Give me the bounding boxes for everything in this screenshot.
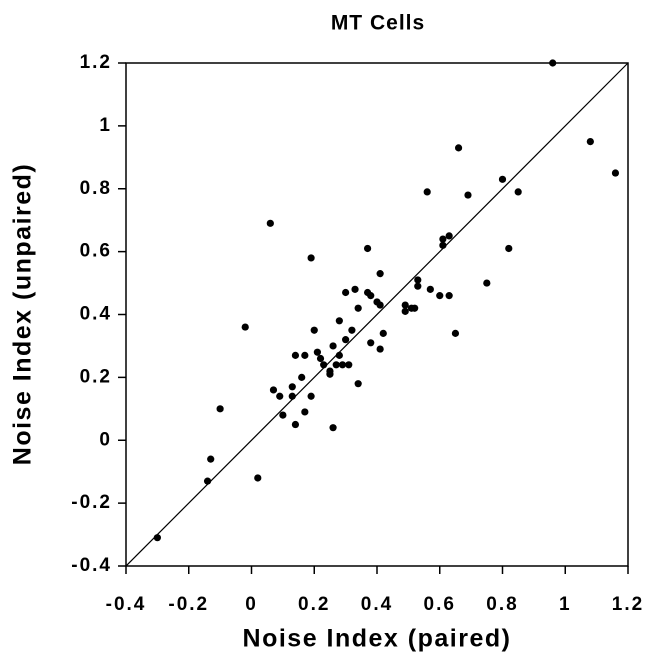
- point: [307, 254, 315, 262]
- point: [342, 288, 350, 297]
- point: [335, 317, 343, 325]
- point: [454, 144, 463, 152]
- point: [329, 342, 337, 350]
- point: [307, 392, 315, 400]
- identity-line: [125, 62, 629, 567]
- point: [301, 408, 309, 416]
- point: [291, 351, 300, 359]
- point: [367, 292, 375, 300]
- point: [451, 329, 460, 337]
- point: [342, 336, 350, 344]
- point: [279, 411, 287, 419]
- point: [611, 169, 620, 177]
- point: [329, 424, 337, 432]
- point: [376, 301, 384, 309]
- point: [153, 534, 161, 542]
- point: [216, 405, 224, 413]
- point: [254, 474, 262, 482]
- point: [348, 326, 356, 334]
- point: [338, 361, 347, 369]
- y-tick-label: -0.4: [71, 555, 112, 576]
- point: [498, 175, 507, 183]
- point: [332, 361, 340, 369]
- point: [401, 307, 409, 315]
- point: [439, 241, 447, 249]
- point: [207, 455, 215, 463]
- y-tick-label: 0.8: [80, 178, 112, 199]
- point: [483, 279, 491, 287]
- point: [439, 235, 447, 243]
- point: [269, 386, 278, 394]
- y-tick-label: 0.2: [80, 366, 112, 387]
- point: [326, 370, 334, 378]
- point: [423, 188, 431, 196]
- point: [426, 285, 434, 293]
- point: [354, 304, 362, 312]
- x-axis-label: Noise Index (paired): [243, 625, 512, 653]
- y-tick-label: -0.2: [71, 492, 112, 513]
- point: [445, 292, 453, 300]
- point: [411, 304, 419, 312]
- point: [549, 59, 557, 67]
- point: [313, 348, 321, 356]
- point: [464, 191, 472, 199]
- point: [298, 373, 306, 381]
- point: [376, 270, 384, 278]
- point: [203, 477, 212, 485]
- x-tick-label: 0: [245, 594, 258, 615]
- point: [379, 329, 387, 337]
- y-tick-label: 1: [99, 115, 112, 136]
- point: [414, 282, 422, 290]
- point: [445, 232, 453, 240]
- point: [291, 420, 300, 429]
- point: [367, 339, 375, 347]
- x-tick-label: 0.4: [361, 594, 393, 615]
- point: [514, 188, 522, 196]
- point: [320, 361, 328, 369]
- point: [266, 219, 274, 227]
- y-tick-label: 1.2: [80, 52, 112, 73]
- x-tick-label: -0.4: [106, 594, 147, 615]
- x-tick-label: 0.8: [486, 594, 518, 615]
- point: [351, 285, 359, 293]
- point: [316, 354, 325, 363]
- point: [436, 292, 444, 300]
- y-axis-label: Noise Index (unpaired): [9, 163, 37, 465]
- point: [288, 383, 296, 391]
- point: [335, 351, 343, 359]
- y-tick-label: 0.6: [80, 241, 112, 262]
- point: [505, 244, 513, 253]
- x-tick-label: 0.2: [298, 594, 330, 615]
- point: [354, 380, 362, 388]
- x-tick-label: 1: [559, 594, 572, 615]
- y-tick-label: 0.4: [80, 304, 112, 325]
- point: [276, 392, 284, 400]
- point: [310, 326, 318, 334]
- point: [241, 323, 249, 331]
- point: [363, 244, 372, 253]
- point: [376, 345, 384, 353]
- point: [401, 301, 409, 309]
- point: [301, 351, 309, 359]
- x-tick-label: -0.2: [168, 594, 209, 615]
- point: [586, 137, 594, 146]
- point: [288, 392, 296, 400]
- chart-title: MT Cells: [331, 12, 425, 35]
- point: [414, 276, 422, 284]
- point: [345, 361, 353, 369]
- y-tick-label: 0: [99, 429, 112, 450]
- x-tick-label: 0.6: [424, 594, 456, 615]
- x-tick-label: 1.2: [612, 594, 644, 615]
